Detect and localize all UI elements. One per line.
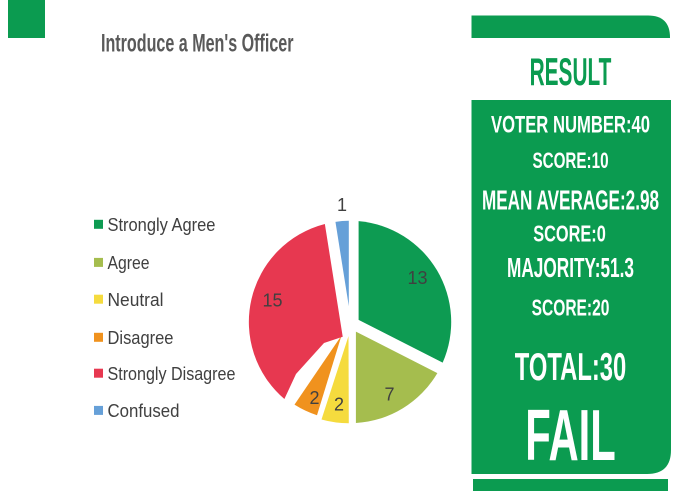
- svg-text:Agree: Agree: [108, 252, 150, 274]
- svg-text:SCORE:20: SCORE:20: [532, 295, 610, 321]
- svg-text:SCORE:10: SCORE:10: [532, 149, 608, 173]
- svg-text:MAJORITY:51.3: MAJORITY:51.3: [507, 252, 634, 283]
- svg-text:MEAN AVERAGE:2.98: MEAN AVERAGE:2.98: [482, 184, 659, 215]
- svg-text:Introduce a Men's Officer: Introduce a Men's Officer: [101, 30, 294, 57]
- svg-text:15: 15: [262, 291, 282, 311]
- svg-text:SCORE:0: SCORE:0: [533, 222, 606, 247]
- svg-text:TOTAL:30: TOTAL:30: [515, 345, 627, 388]
- svg-text:13: 13: [407, 268, 427, 288]
- svg-text:7: 7: [384, 385, 394, 405]
- svg-text:Strongly Agree: Strongly Agree: [108, 214, 216, 235]
- svg-text:Strongly Disagree: Strongly Disagree: [108, 363, 236, 384]
- svg-text:Neutral: Neutral: [108, 289, 164, 310]
- svg-text:Confused: Confused: [108, 400, 180, 421]
- svg-text:RESULT: RESULT: [530, 50, 612, 94]
- svg-text:1: 1: [337, 195, 347, 215]
- svg-text:FAIL: FAIL: [525, 396, 616, 475]
- svg-text:2: 2: [334, 395, 344, 415]
- svg-text:VOTER NUMBER:40: VOTER NUMBER:40: [491, 112, 650, 139]
- svg-text:2: 2: [309, 388, 319, 408]
- svg-text:Disagree: Disagree: [108, 327, 174, 348]
